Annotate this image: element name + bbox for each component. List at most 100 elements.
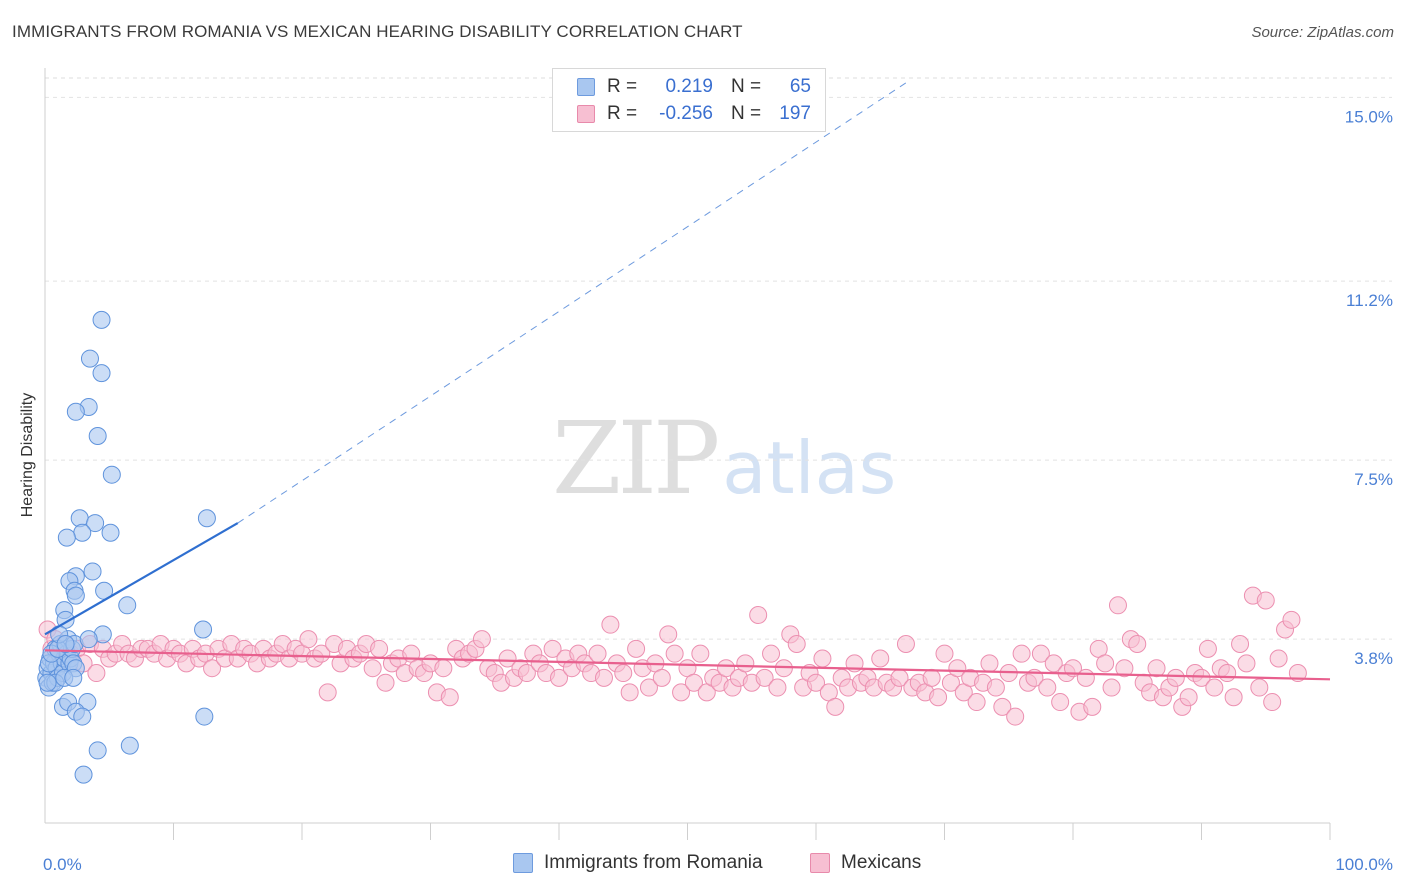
mexicans-point — [787, 635, 806, 654]
axes — [44, 68, 1331, 840]
mexicans-point — [665, 644, 684, 663]
stats-legend: R = 0.219 N = 65 R = -0.256 N = 197 — [552, 68, 826, 132]
mexicans-point — [627, 639, 646, 658]
mexicans-point — [1051, 693, 1070, 712]
romania-point — [66, 402, 85, 421]
mexicans-point — [768, 678, 787, 697]
romania-point — [79, 630, 98, 649]
mexicans-point — [762, 644, 781, 663]
mexicans-point — [614, 664, 633, 683]
mexicans-point — [588, 644, 607, 663]
romania-point — [197, 509, 216, 528]
mexicans-point — [896, 635, 915, 654]
mexicans-point — [1218, 664, 1237, 683]
watermark-zip: ZIP — [552, 400, 720, 517]
mexicans-point — [87, 664, 106, 683]
mexicans-point — [691, 644, 710, 663]
y-tick-label: 11.2% — [1346, 291, 1393, 310]
mexicans-point — [376, 673, 395, 692]
mexicans-point — [1256, 591, 1275, 610]
mexicans-point — [1038, 678, 1057, 697]
romania-point — [86, 514, 105, 533]
mexicans-point — [717, 659, 736, 678]
legend-item-mexicans[interactable]: Mexicans — [810, 852, 921, 874]
legend-swatch-romania — [577, 78, 595, 96]
legend-label-mexicans: Mexicans — [841, 852, 922, 873]
mexicans-point — [1288, 664, 1307, 683]
mexicans-point — [807, 673, 825, 692]
y-tick-label: 15.0% — [1345, 107, 1393, 126]
romania-point — [83, 562, 102, 581]
gridlines — [45, 77, 1392, 640]
tick-labels: 3.8% 7.5% 11.2% 15.0% 0.0% 100.0% — [43, 107, 1393, 874]
romania-point — [56, 635, 75, 654]
mexicans-point — [472, 630, 491, 649]
series-legend: Immigrants from Romania Mexicans — [0, 852, 1406, 878]
legend-swatch-mexicans — [577, 105, 595, 123]
mexicans-point — [826, 697, 845, 716]
legend-item-romania[interactable]: Immigrants from Romania — [513, 852, 763, 874]
legend-swatch-romania — [513, 853, 533, 873]
romania-trend-line — [44, 522, 239, 636]
romania-point — [101, 523, 120, 542]
mexicans-point — [1102, 678, 1121, 697]
trend-lines — [44, 82, 1331, 681]
mexicans-point — [813, 649, 832, 668]
mexicans-point — [1179, 688, 1198, 707]
watermark: ZIPatlas — [552, 400, 896, 517]
mexicans-point — [749, 605, 768, 624]
mexicans-point — [440, 688, 459, 707]
legend-n-value: 197 — [779, 103, 811, 124]
legend-n-label: N = — [731, 76, 762, 97]
mexicans-point — [652, 668, 671, 687]
mexicans-point — [1269, 649, 1288, 668]
source-credit: Source: ZipAtlas.com — [1251, 24, 1394, 41]
romania-point — [88, 426, 107, 445]
mexicans-point — [1128, 635, 1147, 654]
mexicans-point — [929, 688, 948, 707]
mexicans-point — [299, 630, 318, 649]
romania-point — [120, 736, 139, 755]
mexicans-point — [550, 668, 568, 687]
mexicans-point — [1115, 659, 1134, 678]
mexicans-point — [871, 649, 890, 668]
mexicans-point — [993, 697, 1012, 716]
mexicans-point — [922, 668, 941, 687]
mexicans-point — [517, 664, 536, 683]
mexicans-point — [1192, 668, 1211, 687]
mexicans-point — [1198, 639, 1217, 658]
x-tick-label: 100.0% — [1335, 855, 1393, 874]
mexicans-point — [601, 615, 620, 634]
mexicans-point — [1237, 654, 1256, 673]
mexicans-point — [203, 659, 222, 678]
mexicans-point — [1282, 610, 1301, 629]
romania-point — [92, 310, 111, 329]
legend-row-mexicans: R = -0.256 N = 197 — [577, 101, 811, 127]
mexicans-point — [363, 659, 382, 678]
romania-point — [92, 364, 111, 383]
legend-r-label: R = — [607, 76, 638, 97]
legend-label-romania: Immigrants from Romania — [544, 852, 763, 873]
mexicans-point — [1031, 644, 1050, 663]
legend-n-value: 65 — [789, 76, 811, 97]
romania-point — [74, 765, 93, 784]
mexicans-point — [370, 639, 389, 658]
romania-point — [118, 596, 137, 615]
mexicans-point — [620, 683, 639, 702]
mexicans-point — [1012, 644, 1031, 663]
romania-point — [195, 707, 214, 726]
mexicans-point — [312, 644, 331, 663]
mexicans-point — [594, 668, 613, 687]
legend-r-value: -0.256 — [659, 103, 713, 124]
mexicans-point — [498, 649, 517, 668]
romania-point — [64, 668, 83, 687]
romania-trend-extension — [237, 82, 907, 524]
legend-swatch-mexicans — [810, 853, 830, 873]
mexicans-point — [1231, 635, 1250, 654]
mexicans-point — [986, 678, 1005, 697]
mexicans-point — [1263, 693, 1282, 712]
mexicans-point — [1224, 688, 1243, 707]
romania-point — [80, 349, 99, 368]
mexicans-point — [543, 639, 562, 658]
